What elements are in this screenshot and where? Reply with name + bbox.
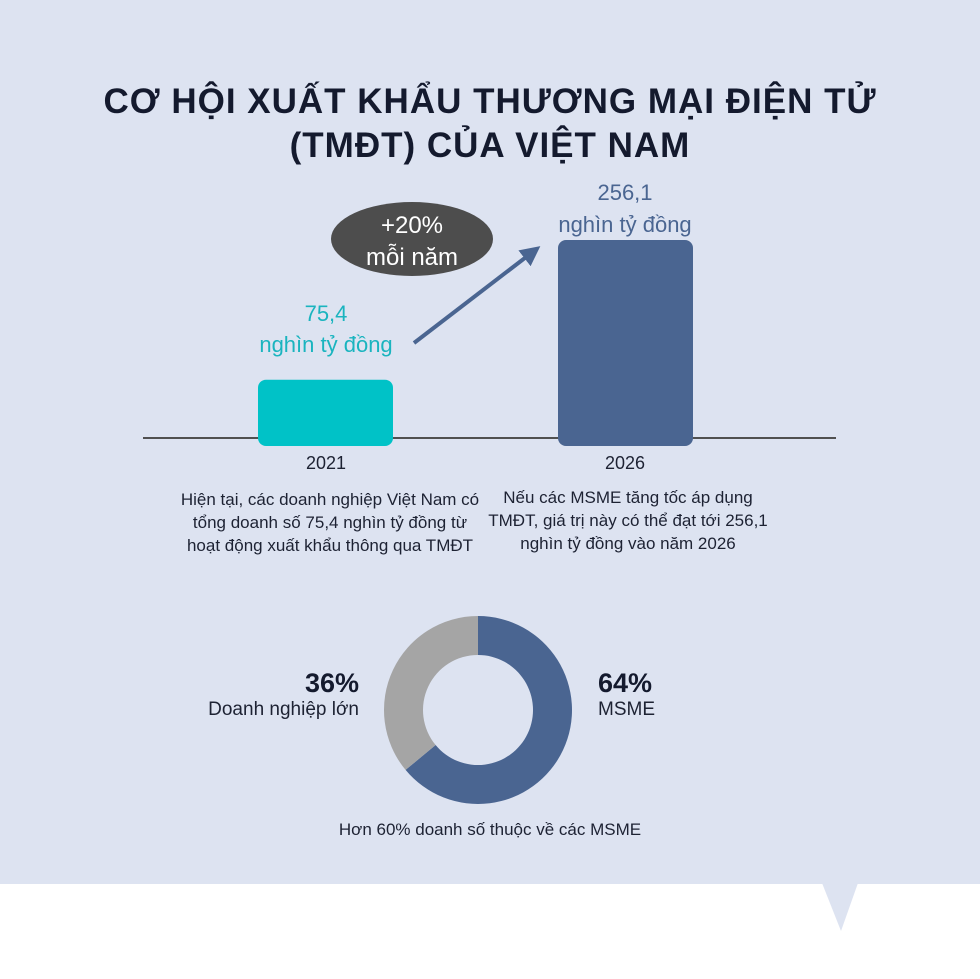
donut-label-msme-name: MSME [598,699,655,720]
donut-label-msme: 64% MSME [598,667,655,721]
category-label-2021: 2021 [306,453,346,473]
bar-2026-unit: nghìn tỷ đồng [558,212,691,237]
bar-2021-unit: nghìn tỷ đồng [259,332,392,357]
growth-badge-percent: +20% [381,212,443,239]
category-label-2026: 2026 [605,453,645,473]
bar-2026 [558,240,693,446]
caption-2026: Nếu các MSME tăng tốc áp dụng TMĐT, giá … [488,488,768,553]
title-line-2: (TMĐT) CỦA VIỆT NAM [289,126,691,165]
growth-badge-period: mỗi năm [366,244,458,271]
bubble-pointer-icon [822,883,858,931]
donut-slice-large [384,616,478,770]
bar-2021 [258,379,393,446]
bar-2021-value: 75,4 [305,301,348,326]
caption-2021: Hiện tại, các doanh nghiệp Việt Nam có t… [180,490,480,555]
donut-label-large-name: Doanh nghiệp lớn [208,699,359,720]
growth-badge [331,202,493,276]
donut-footnote: Hơn 60% doanh số thuộc về các MSME [338,820,642,839]
growth-arrow-icon [412,246,541,345]
donut-chart [384,616,572,805]
background-panel [0,0,980,884]
donut-label-large-percent: 36% [304,668,359,698]
page-title: CƠ HỘI XUẤT KHẨU THƯƠNG MẠI ĐIỆN TỬ (TMĐ… [0,80,980,168]
bar-2026-value: 256,1 [597,180,652,205]
donut-label-large: 36% Doanh nghiệp lớn [208,667,359,721]
donut-slice-msme [405,616,572,805]
donut-label-msme-percent: 64% [598,668,653,698]
title-line-1: CƠ HỘI XUẤT KHẨU THƯƠNG MẠI ĐIỆN TỬ [103,82,877,121]
